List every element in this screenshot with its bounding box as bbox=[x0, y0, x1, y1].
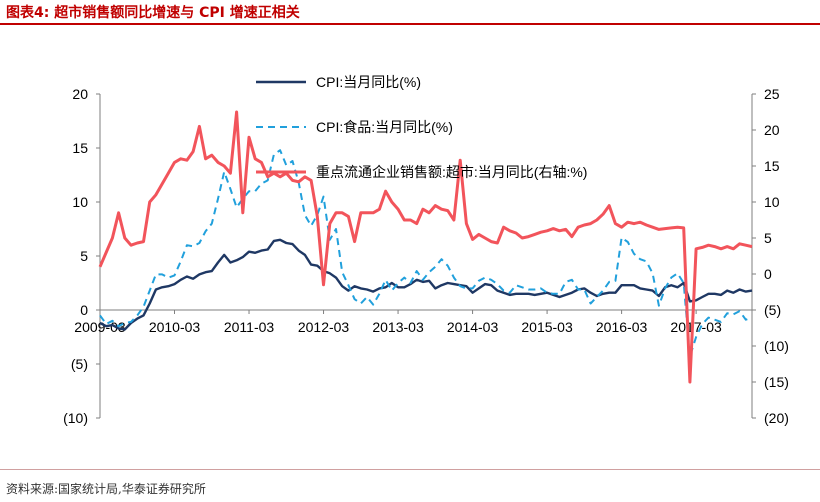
legend-supermarket-sales-label: 重点流通企业销售额:超市:当月同比(右轴:%) bbox=[316, 164, 587, 180]
x-tick-label: 2013-03 bbox=[372, 319, 424, 335]
chart: 20 15 10 5 0 (5) (10) 25 20 15 10 5 0 (5) (10) (15) (20)… bbox=[63, 74, 789, 426]
left-tick-label: (5) bbox=[71, 356, 88, 372]
x-tick-label: 2012-03 bbox=[298, 319, 350, 335]
right-tick-label: (20) bbox=[764, 410, 789, 426]
source-note: 资料来源:国家统计局,华泰证券研究所 bbox=[6, 482, 206, 496]
right-tick-label: 5 bbox=[764, 230, 772, 246]
left-tick-label: 10 bbox=[72, 194, 88, 210]
left-tick-label: (10) bbox=[63, 410, 88, 426]
left-tick-label: 15 bbox=[72, 140, 88, 156]
x-tick-label: 2014-03 bbox=[447, 319, 499, 335]
legend-cpi-food-label: CPI:食品:当月同比(%) bbox=[316, 119, 453, 135]
right-tick-label: 25 bbox=[764, 86, 780, 102]
x-tick-label: 2017-03 bbox=[670, 319, 722, 335]
footer-divider bbox=[0, 469, 820, 470]
supermarket-sales-line bbox=[98, 110, 753, 384]
right-tick-label: (10) bbox=[764, 338, 789, 354]
left-tick-label: 5 bbox=[80, 248, 88, 264]
header-bar: 图表4: 超市销售额同比增速与 CPI 增速正相关 bbox=[0, 0, 820, 25]
legend-cpi-label: CPI:当月同比(%) bbox=[316, 74, 421, 90]
right-tick-label: 10 bbox=[764, 194, 780, 210]
left-tick-label: 0 bbox=[80, 302, 88, 318]
header-divider bbox=[0, 23, 820, 25]
right-tick-label: 20 bbox=[764, 122, 780, 138]
right-tick-label: 0 bbox=[764, 266, 772, 282]
axes: 20 15 10 5 0 (5) (10) 25 20 15 10 5 0 (5) (10) (15) (20)… bbox=[63, 86, 789, 426]
figure-title: 图表4: 超市销售额同比增速与 CPI 增速正相关 bbox=[6, 5, 300, 21]
legend: CPI:当月同比(%) CPI:食品:当月同比(%) 重点流通企业销售额:超市:当月… bbox=[256, 74, 587, 180]
left-tick-label: 20 bbox=[72, 86, 88, 102]
series-layer bbox=[98, 110, 753, 384]
cpi-food-line bbox=[99, 149, 753, 358]
x-tick-label: 2016-03 bbox=[596, 319, 648, 335]
right-tick-label: 15 bbox=[764, 158, 780, 174]
x-tick-label: 2010-03 bbox=[149, 319, 201, 335]
cpi-line bbox=[99, 238, 753, 331]
right-tick-label: (15) bbox=[764, 374, 789, 390]
x-tick-label: 2011-03 bbox=[224, 319, 275, 335]
x-tick-label: 2009-03 bbox=[74, 319, 126, 335]
x-tick-label: 2015-03 bbox=[521, 319, 573, 335]
right-tick-label: (5) bbox=[764, 302, 781, 318]
